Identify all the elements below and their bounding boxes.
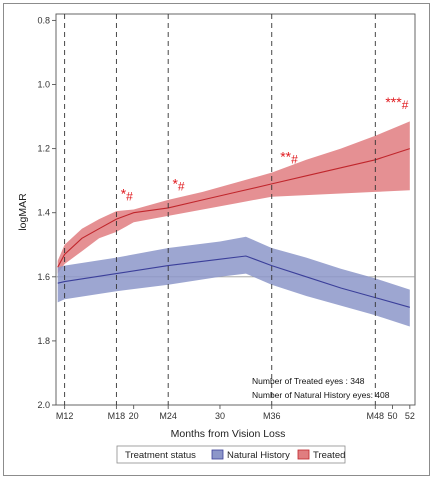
confidence-band-natural-history	[57, 236, 410, 327]
significance-annotation: *#	[121, 185, 133, 203]
y-tick-label: 1.2	[37, 144, 50, 154]
significance-annotation: **#	[280, 148, 298, 166]
y-tick-label: 0.8	[37, 15, 50, 25]
legend-label-natural-history: Natural History	[227, 450, 290, 461]
y-tick-label: 1.8	[37, 336, 50, 346]
legend-swatch-treated	[297, 449, 310, 460]
legend-label-treated: Treated	[313, 450, 345, 461]
x-tick-label: 30	[215, 411, 225, 421]
y-axis-title: logMAR	[17, 193, 29, 231]
legend: Treatment status Natural History Treated	[116, 445, 346, 464]
x-axis-title: Months from Vision Loss	[171, 428, 286, 440]
plot-border	[55, 13, 416, 406]
legend-box	[116, 445, 346, 464]
x-tick-label: M12	[56, 411, 74, 421]
x-tick-label: 50	[388, 411, 398, 421]
y-tick-label: 2.0	[37, 400, 50, 410]
x-tick-label: 52	[405, 411, 415, 421]
significance-annotation: ***#	[385, 94, 408, 112]
plot-area: 0.8 1.0 1.2 1.4 1.6 1.8 2.0 M12 M18 20 M24 30 M36 M48…	[37, 13, 416, 421]
treated-eyes-count: Number of Treated eyes : 348	[252, 376, 365, 386]
legend-swatch-natural-history	[211, 449, 224, 460]
x-tick-label: M36	[263, 411, 281, 421]
x-tick-label: M24	[159, 411, 177, 421]
x-tick-label: 20	[129, 411, 139, 421]
confidence-band-treated	[57, 121, 410, 274]
y-tick-label: 1.0	[37, 80, 50, 90]
x-tick-label: M48	[367, 411, 385, 421]
series-line-natural-history	[57, 255, 410, 308]
natural-history-eyes-count: Number of Natural History eyes: 408	[252, 390, 390, 400]
significance-annotation: *#	[172, 176, 184, 194]
y-tick-label: 1.4	[37, 208, 50, 218]
series-line-treated	[57, 148, 410, 268]
y-tick-label: 1.6	[37, 272, 50, 282]
x-tick-label: M18	[108, 411, 126, 421]
legend-title: Treatment status	[125, 450, 196, 461]
